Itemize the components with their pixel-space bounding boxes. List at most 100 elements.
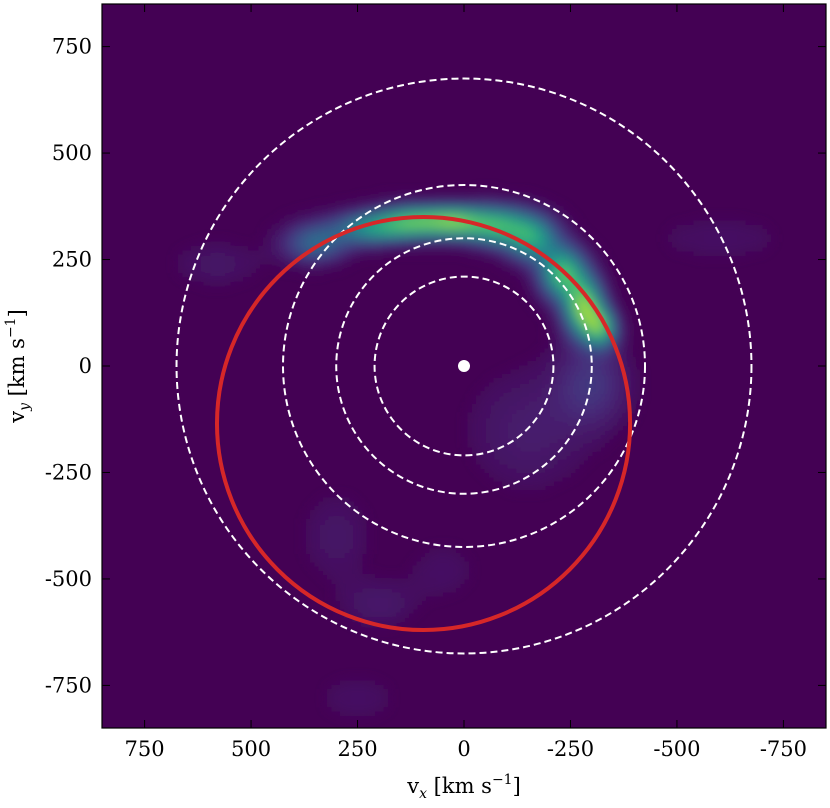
heatmap-cell [207,263,214,269]
heatmap-cell [548,322,555,329]
heatmap-cell [557,310,563,316]
heatmap-cell [540,254,546,261]
heatmap-cell [616,416,623,422]
heatmap-cell [599,356,606,363]
heatmap-cell [484,459,491,465]
heatmap-cell [586,339,593,346]
heatmap-cell [569,233,576,239]
heatmap-cell [327,552,333,559]
heatmap-cell [356,701,363,708]
heatmap-cell [578,267,584,273]
heatmap-cell [352,689,359,695]
heatmap-cell [488,446,495,452]
heatmap-cell [437,557,444,563]
heatmap-cell [582,390,589,397]
heatmap-cell [391,229,397,235]
heatmap-cell [574,246,580,252]
heatmap-cell [224,241,231,248]
heatmap-cell [578,263,584,269]
heatmap-cell [603,335,610,342]
heatmap-cell [480,433,486,439]
heatmap-cell [569,433,576,439]
heatmap-cell [569,250,576,256]
heatmap-cell [531,386,537,393]
heatmap-cell [305,246,312,252]
heatmap-cell [467,246,474,252]
heatmap-cell [356,693,363,699]
heatmap-cell [505,437,512,444]
heatmap-cell [339,689,346,695]
heatmap-cell [548,459,555,465]
heatmap-cell [314,527,320,533]
heatmap-cell [365,612,371,618]
heatmap-cell [586,420,593,427]
heatmap-cell [310,229,316,235]
heatmap-cell [740,237,746,244]
heatmap-cell [569,271,576,278]
heatmap-cell [714,224,721,231]
heatmap-cell [535,378,542,384]
heatmap-cell [527,207,533,214]
heatmap-cell [463,569,469,576]
heatmap-cell [676,237,682,244]
heatmap-cell [599,275,606,282]
heatmap-cell [442,582,448,589]
heatmap-cell [578,365,584,371]
heatmap-cell [535,442,542,448]
heatmap-cell [207,246,214,252]
heatmap-cell [378,706,384,712]
heatmap-cell [322,250,329,256]
heatmap-cell [591,403,597,410]
heatmap-cell [182,254,188,261]
heatmap-cell [625,352,631,359]
heatmap-cell [344,497,350,503]
heatmap-cell [535,373,542,380]
heatmap-cell [544,425,550,431]
heatmap-cell [322,561,329,567]
heatmap-cell [603,301,610,307]
heatmap-cell [552,403,559,410]
heatmap-cell [544,241,550,248]
heatmap-cell [540,237,546,244]
heatmap-cell [182,267,188,273]
heatmap-cell [599,305,606,312]
heatmap-cell [454,561,461,567]
heatmap-cell [467,203,474,210]
heatmap-cell [620,420,627,427]
heatmap-cell [574,407,580,414]
heatmap-cell [757,241,763,248]
heatmap-cell [548,425,555,431]
heatmap-cell [505,463,512,469]
heatmap-cell [518,220,525,227]
heatmap-cell [514,216,520,222]
heatmap-cell [403,599,410,606]
heatmap-cell [667,233,674,239]
heatmap-cell [595,301,601,307]
heatmap-cell [561,365,567,371]
heatmap-cell [523,207,529,214]
heatmap-cell [420,237,427,244]
heatmap-cell [339,241,346,248]
heatmap-cell [548,373,555,380]
heatmap-cell [582,348,589,354]
heatmap-cell [548,416,555,422]
heatmap-cell [297,237,303,244]
heatmap-cell [561,216,567,222]
heatmap-cell [416,241,423,248]
heatmap-cell [510,254,516,261]
heatmap-cell [740,233,746,239]
heatmap-cell [344,591,350,597]
heatmap-cell [523,386,529,393]
heatmap-cell [199,263,205,269]
heatmap-cell [497,220,503,227]
heatmap-cell [531,250,537,256]
heatmap-cell [612,378,618,384]
heatmap-cell [314,531,320,537]
heatmap-cell [348,241,354,248]
heatmap-cell [344,595,350,601]
heatmap-cell [212,280,218,286]
heatmap-cell [591,356,597,363]
heatmap-cell [420,195,427,201]
heatmap-cell [527,246,533,252]
heatmap-cell [437,591,444,597]
